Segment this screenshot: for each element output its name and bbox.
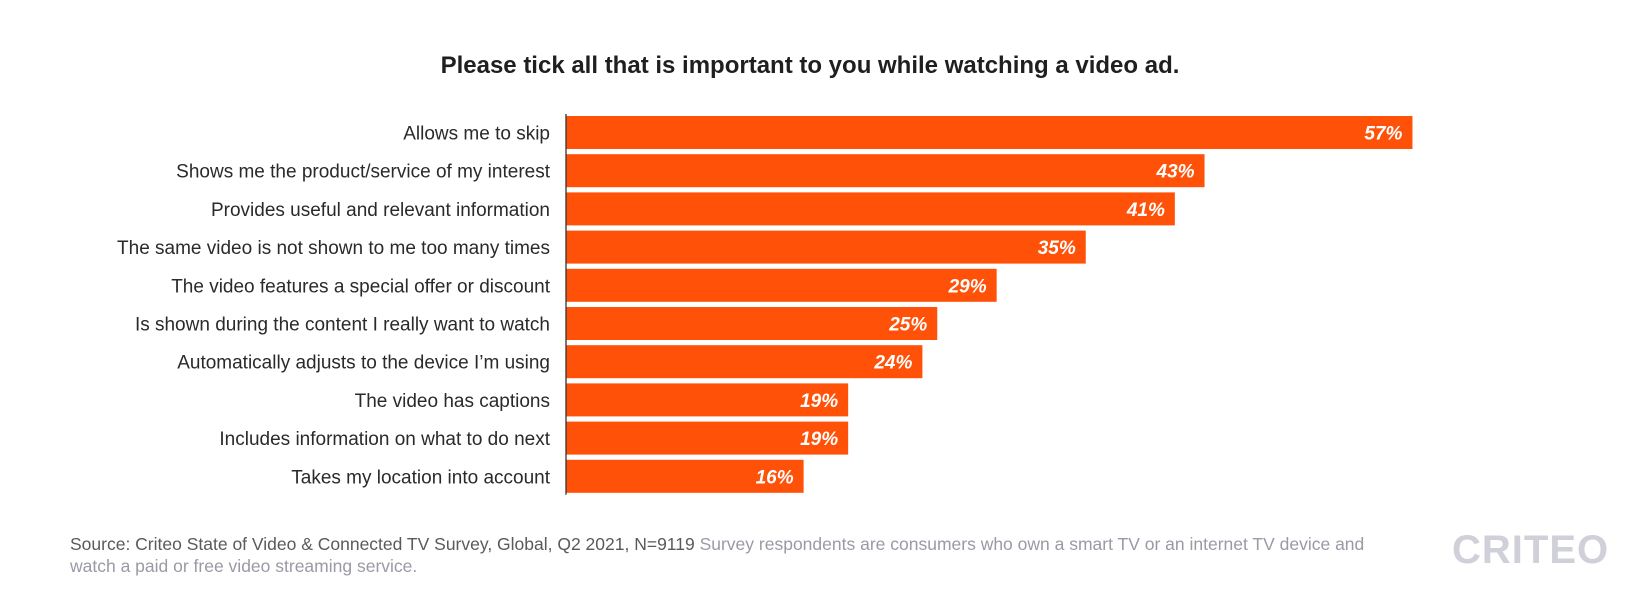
category-label-6: Automatically adjusts to the device I’m … <box>177 353 550 374</box>
bar-1 <box>566 154 1205 188</box>
category-label-9: Takes my location into account <box>291 467 550 488</box>
bar-7 <box>566 383 849 417</box>
bars-layer: Allows me to skip 57% Shows me the product… <box>117 116 1413 493</box>
bar-2 <box>566 192 1175 226</box>
category-label-0: Allows me to skip <box>403 124 550 145</box>
source-footnote: Source: Criteo State of Video & Connecte… <box>70 533 1400 577</box>
value-label-7: 19% <box>800 391 838 412</box>
value-label-8: 19% <box>800 429 838 450</box>
bar-3 <box>566 230 1086 264</box>
value-label-6: 24% <box>873 353 912 374</box>
bar-6 <box>566 345 923 379</box>
value-label-4: 29% <box>948 276 987 297</box>
category-label-7: The video has captions <box>355 391 550 412</box>
category-label-3: The same video is not shown to me too ma… <box>117 238 550 259</box>
source-note: Survey respondents are consumers who own… <box>70 534 1365 576</box>
value-label-3: 35% <box>1038 238 1076 259</box>
bar-5 <box>566 307 938 340</box>
value-label-9: 16% <box>756 467 794 488</box>
value-label-1: 43% <box>1156 162 1195 183</box>
bar-4 <box>566 268 997 302</box>
category-label-4: The video features a special offer or di… <box>171 276 551 297</box>
source-text: Source: Criteo State of Video & Connecte… <box>70 534 695 554</box>
value-label-0: 57% <box>1364 124 1402 145</box>
category-label-5: Is shown during the content I really wan… <box>135 315 550 336</box>
value-label-5: 25% <box>888 315 927 336</box>
value-label-2: 41% <box>1126 200 1165 221</box>
category-label-1: Shows me the product/service of my inter… <box>176 162 551 183</box>
bar-9 <box>566 459 804 493</box>
bar-8 <box>566 421 849 455</box>
bar-0 <box>566 116 1413 149</box>
category-label-2: Provides useful and relevant information <box>211 200 550 221</box>
criteo-logo: CRITEO <box>1452 528 1610 572</box>
category-label-8: Includes information on what to do next <box>219 429 550 450</box>
chart-title: Please tick all that is important to you… <box>440 52 1180 79</box>
